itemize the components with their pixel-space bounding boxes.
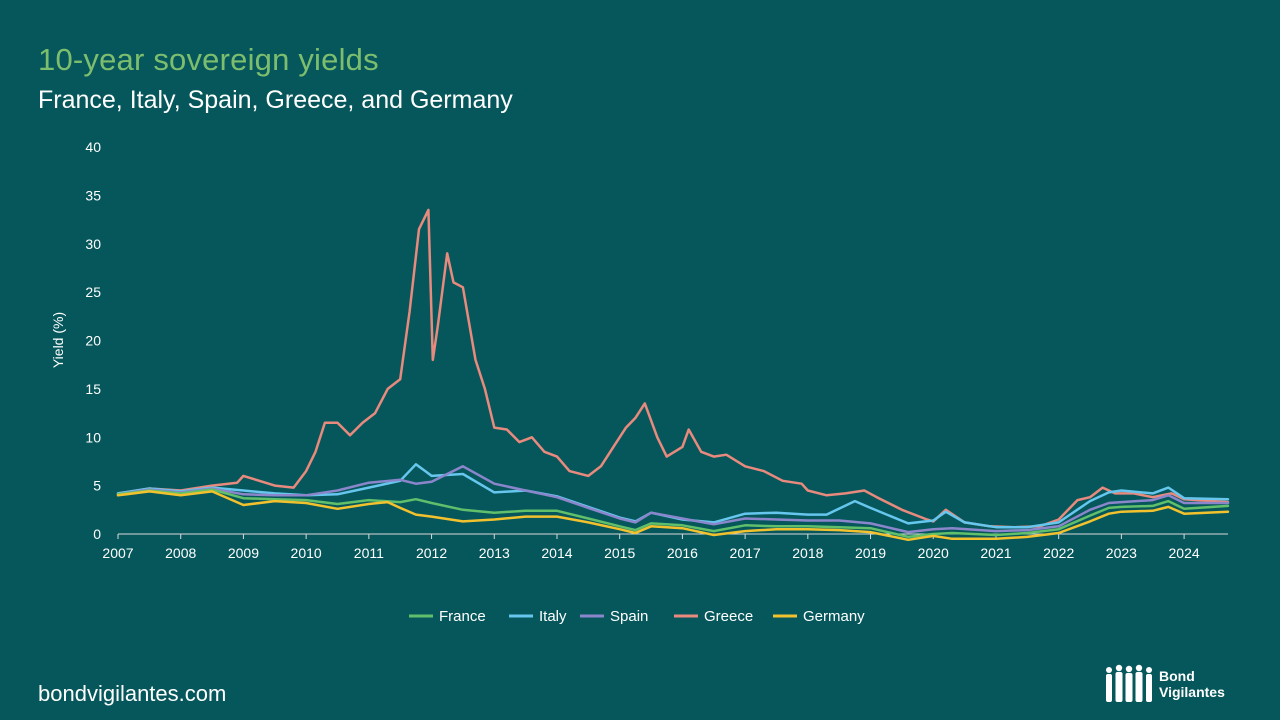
x-tick-label: 2011 xyxy=(354,545,384,561)
x-axis: 2007 2008 2009 2010 2011 2012 2013 2014 2015 2016… xyxy=(102,533,1228,561)
y-tick-label: 10 xyxy=(85,429,101,445)
x-tick-label: 2017 xyxy=(730,545,761,561)
x-tick-label: 2007 xyxy=(102,545,133,561)
series-line-spain xyxy=(116,465,1230,534)
y-tick-label: 15 xyxy=(85,381,101,397)
logo-text: Bond Vigilantes xyxy=(1159,668,1225,700)
x-tick-label: 2023 xyxy=(1106,545,1137,561)
x-tick-label: 2015 xyxy=(604,545,635,561)
y-axis: 0 5 10 15 20 25 30 35 40 xyxy=(85,139,101,542)
bond-vigilantes-logo: Bond Vigilantes xyxy=(1103,664,1248,708)
legend-label-italy: Italy xyxy=(539,608,567,625)
x-tick-label: 2013 xyxy=(479,545,510,561)
x-tick-label: 2009 xyxy=(228,545,259,561)
x-tick-label: 2010 xyxy=(291,545,322,561)
x-tick-label: 2012 xyxy=(416,545,447,561)
series-line-greece xyxy=(116,208,1230,529)
logo-line-2: Vigilantes xyxy=(1159,684,1225,700)
legend: France Italy Spain Greece Germany xyxy=(409,608,865,625)
x-tick-label: 2016 xyxy=(667,545,698,561)
x-tick-label: 2020 xyxy=(918,545,949,561)
x-tick-label: 2019 xyxy=(855,545,886,561)
y-tick-label: 30 xyxy=(85,236,101,252)
y-tick-label: 40 xyxy=(85,139,101,155)
series-line-germany xyxy=(116,490,1230,542)
x-tick-label: 2021 xyxy=(980,545,1011,561)
x-tick-label: 2024 xyxy=(1169,545,1200,561)
y-tick-label: 5 xyxy=(93,478,101,494)
people-silhouette-icon xyxy=(1106,664,1152,702)
y-tick-label: 0 xyxy=(93,526,101,542)
x-tick-label: 2022 xyxy=(1043,545,1074,561)
legend-label-france: France xyxy=(439,608,486,625)
x-tick-label: 2018 xyxy=(792,545,823,561)
series-lines xyxy=(116,208,1230,542)
chart-title: 10-year sovereign yields xyxy=(38,42,379,77)
logo-line-1: Bond xyxy=(1159,668,1195,684)
site-url[interactable]: bondvigilantes.com xyxy=(38,681,227,706)
x-tick-label: 2008 xyxy=(165,545,196,561)
series-line-france xyxy=(116,488,1230,539)
y-tick-label: 25 xyxy=(85,284,101,300)
y-tick-label: 20 xyxy=(85,333,101,349)
chart-subtitle: France, Italy, Spain, Greece, and German… xyxy=(38,86,513,114)
y-tick-label: 35 xyxy=(85,187,101,203)
legend-label-spain: Spain xyxy=(610,608,648,625)
x-tick-label: 2014 xyxy=(541,545,572,561)
legend-label-germany: Germany xyxy=(803,608,865,625)
y-axis-label: Yield (%) xyxy=(50,312,66,368)
legend-label-greece: Greece xyxy=(704,608,753,625)
